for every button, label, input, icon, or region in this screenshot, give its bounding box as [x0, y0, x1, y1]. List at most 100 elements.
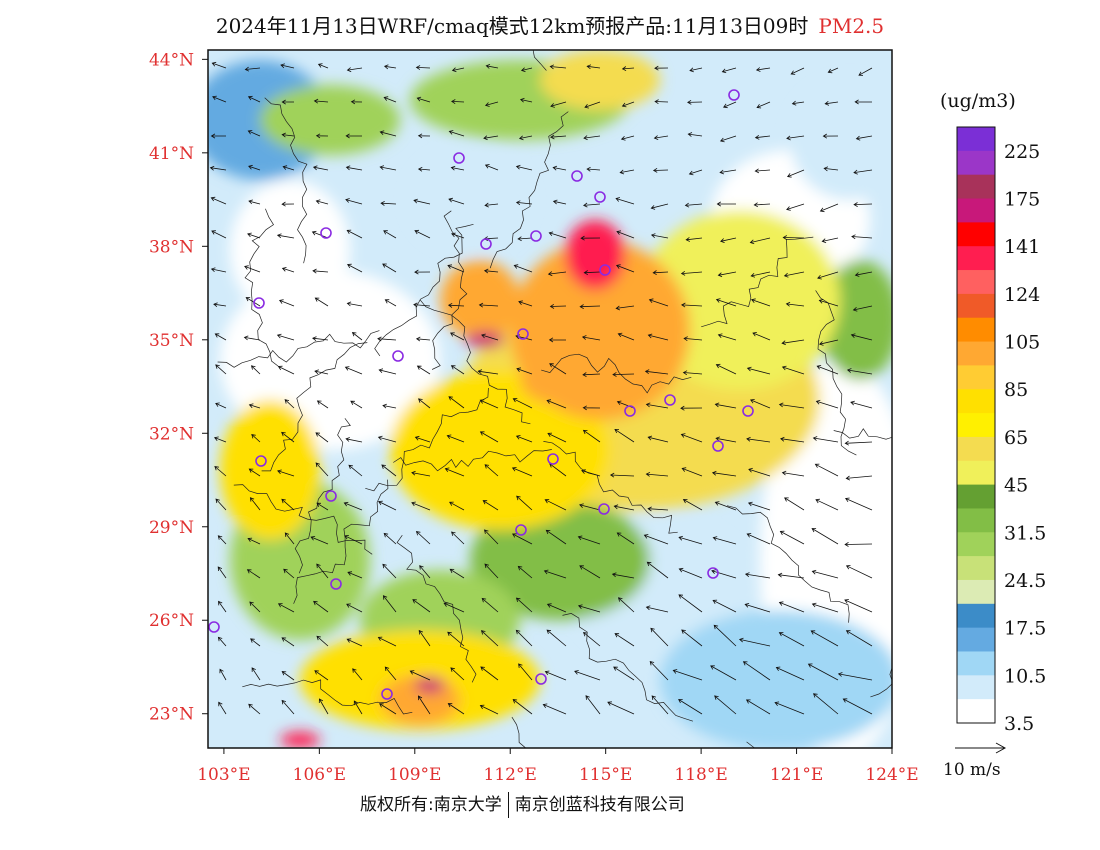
wind-arrow [842, 698, 873, 715]
wind-arrow [282, 165, 295, 171]
wind-arrow [846, 368, 873, 375]
wind-arrow [749, 237, 771, 245]
wind-arrow [210, 267, 227, 273]
company-name: 南京创蓝科技有限公司 [514, 795, 685, 815]
wind-arrow [348, 464, 363, 477]
wind-arrow [315, 432, 329, 443]
wind-arrow [779, 530, 805, 545]
wind-arrow [484, 202, 499, 208]
colorbar-swatch [957, 508, 995, 533]
colorbar-swatch [957, 579, 995, 605]
wind-arrow [411, 501, 431, 511]
wind-arrow [519, 97, 533, 103]
wind-arrow [480, 666, 499, 681]
colorbar-swatch [957, 532, 995, 557]
province-border [393, 449, 552, 472]
province-borders [217, 50, 892, 748]
wind-arrow [518, 663, 533, 681]
wind-arrow [616, 532, 635, 545]
wind-arrow [613, 666, 635, 681]
wind-arrow [550, 134, 567, 140]
wind-arrow [817, 271, 839, 280]
colorbar-label: 24.5 [1004, 570, 1046, 592]
province-border [701, 236, 814, 328]
station-marker [664, 394, 676, 406]
wind-arrow [281, 99, 294, 105]
station-marker [208, 621, 220, 633]
wind-arrow [515, 435, 533, 443]
wind-arrow [546, 603, 567, 613]
wind-arrow [418, 629, 431, 647]
wind-arrow [581, 335, 601, 341]
colorbar-label: 225 [1004, 141, 1040, 163]
colorbar-swatch [957, 222, 995, 247]
lat-tick-label: 29°N [149, 518, 194, 538]
wind-arrow [244, 265, 261, 273]
wind-arrow [550, 101, 567, 108]
colorbar-swatch [957, 198, 995, 223]
wind-arrow [824, 100, 839, 106]
wind-arrow [417, 133, 431, 139]
wind-arrow [314, 297, 329, 307]
wind-arrow [277, 603, 295, 613]
wind-arrow [350, 99, 363, 105]
wind-arrow [448, 197, 465, 205]
wind-arrow [516, 495, 533, 511]
copyright-footer: 版权所有:南京大学 南京创蓝科技有限公司 [360, 790, 685, 818]
wind-arrow [314, 670, 329, 681]
wind-arrow [379, 703, 397, 715]
wind-arrow [781, 470, 805, 477]
wind-arrow [577, 604, 601, 613]
wind-arrow [753, 202, 771, 208]
wind-arrow [648, 298, 669, 307]
wind-arrow [786, 203, 805, 211]
wind-arrow [383, 96, 397, 103]
wind-arrow [681, 629, 703, 647]
station-marker [320, 227, 332, 239]
wind-arrow [477, 369, 499, 375]
wind-arrow [778, 601, 805, 613]
wind-arrow [775, 666, 805, 681]
wind-arrow [549, 64, 567, 70]
wind-arrow [712, 536, 737, 545]
province-border [870, 666, 892, 698]
wind-arrow [451, 99, 465, 105]
wind-arrow [415, 336, 431, 342]
wind-arrow [447, 264, 465, 273]
wind-arrow [654, 65, 669, 71]
wind-arrow [251, 667, 261, 681]
wind-arrow [415, 530, 431, 545]
colorbar-swatch [957, 699, 995, 724]
wind-arrow [485, 64, 499, 69]
wind-arrow [313, 600, 329, 613]
province-border [294, 418, 351, 574]
wind-arrow [311, 230, 329, 239]
lon-tick-label: 124°E [865, 765, 918, 785]
wind-arrow [210, 133, 226, 139]
station-marker [530, 230, 542, 242]
wind-arrow [818, 339, 839, 346]
wind-arrow [717, 333, 737, 341]
wind-arrow [844, 497, 873, 511]
wind-arrow [580, 235, 601, 241]
wind-arrow [823, 166, 839, 172]
wind-arrow [845, 475, 873, 481]
colorbar-swatch [957, 484, 995, 509]
wind-arrow [647, 506, 669, 512]
province-border [833, 428, 892, 440]
wind-arrow [352, 668, 363, 681]
wind-arrow [547, 432, 567, 443]
wind-arrow [518, 135, 533, 141]
wind-arrow [281, 699, 295, 715]
wind-arrow [579, 503, 601, 511]
copyright-text: 版权所有:南京大学 [360, 795, 502, 815]
wind-arrow [382, 563, 397, 579]
wind-arrow [248, 199, 261, 205]
wind-arrow [543, 569, 567, 579]
wind-arrow [414, 229, 431, 239]
wind-arrow [278, 299, 295, 307]
wind-arrow [645, 605, 669, 613]
wind-arrow [218, 600, 227, 613]
wind-arrow [281, 267, 295, 273]
